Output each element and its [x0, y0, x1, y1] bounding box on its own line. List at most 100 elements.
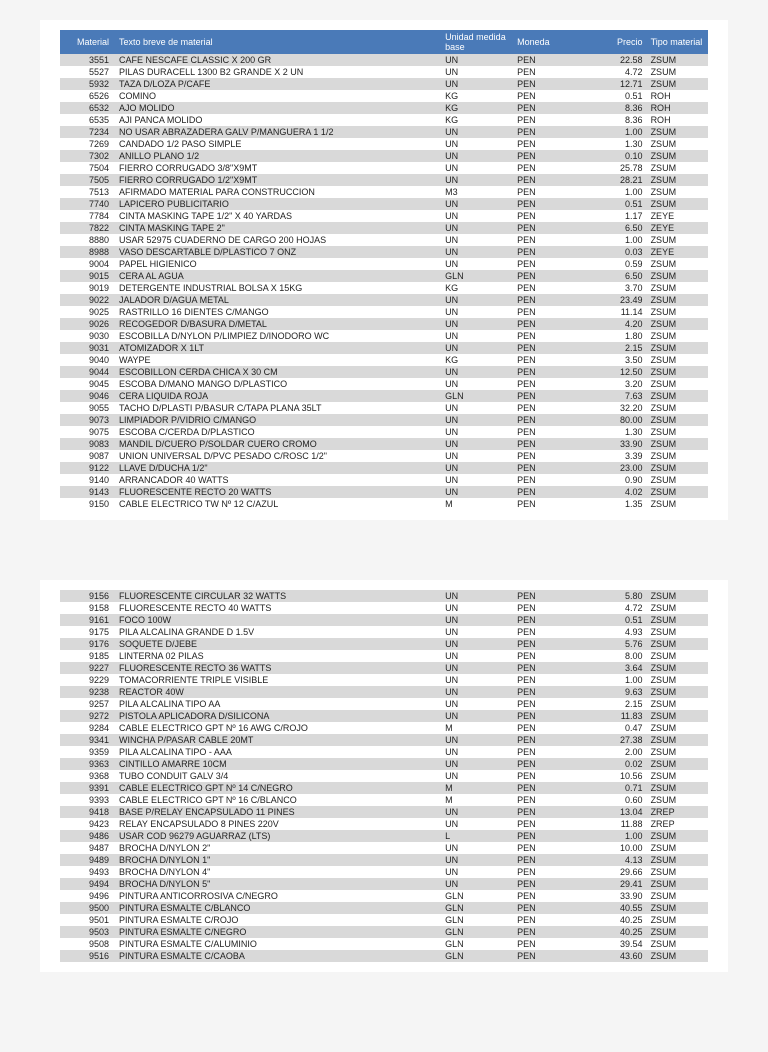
cell-type: ZSUM [647, 626, 708, 638]
cell-type: ZSUM [647, 758, 708, 770]
table-row: 9122LLAVE D/DUCHA 1/2"UNPEN23.00ZSUM [60, 462, 708, 474]
cell-price: 11.83 [585, 710, 646, 722]
cell-material: 9045 [60, 378, 115, 390]
table-row: 9516PINTURA ESMALTE C/CAOBAGLNPEN43.60ZS… [60, 950, 708, 962]
cell-type: ZSUM [647, 602, 708, 614]
cell-currency: PEN [513, 782, 585, 794]
cell-desc: BROCHA D/NYLON 5" [115, 878, 441, 890]
cell-desc: COMINO [115, 90, 441, 102]
cell-price: 8.00 [585, 650, 646, 662]
cell-type: ZSUM [647, 710, 708, 722]
cell-type: ZSUM [647, 438, 708, 450]
th-moneda: Moneda [513, 30, 585, 54]
cell-material: 9022 [60, 294, 115, 306]
cell-price: 4.02 [585, 486, 646, 498]
table-row: 9175PILA ALCALINA GRANDE D 1.5VUNPEN4.93… [60, 626, 708, 638]
cell-price: 32.20 [585, 402, 646, 414]
cell-type: ZSUM [647, 342, 708, 354]
cell-type: ZSUM [647, 414, 708, 426]
cell-desc: CERA AL AGUA [115, 270, 441, 282]
cell-type: ZSUM [647, 462, 708, 474]
cell-type: ZEYE [647, 246, 708, 258]
cell-desc: LIMPIADOR P/VIDRIO C/MANGO [115, 414, 441, 426]
cell-price: 40.55 [585, 902, 646, 914]
cell-type: ZSUM [647, 842, 708, 854]
cell-currency: PEN [513, 626, 585, 638]
cell-desc: CABLE ELECTRICO GPT Nº 16 AWG C/ROJO [115, 722, 441, 734]
cell-price: 0.51 [585, 198, 646, 210]
cell-type: ROH [647, 102, 708, 114]
cell-unit: UN [441, 342, 513, 354]
cell-price: 0.60 [585, 794, 646, 806]
cell-material: 7784 [60, 210, 115, 222]
cell-currency: PEN [513, 378, 585, 390]
cell-type: ZSUM [647, 402, 708, 414]
cell-desc: CABLE ELECTRICO TW Nº 12 C/AZUL [115, 498, 441, 510]
cell-material: 9493 [60, 866, 115, 878]
table-row: 9083MANDIL D/CUERO P/SOLDAR CUERO CROMOU… [60, 438, 708, 450]
cell-unit: KG [441, 102, 513, 114]
cell-material: 9516 [60, 950, 115, 962]
cell-unit: KG [441, 114, 513, 126]
cell-price: 3.39 [585, 450, 646, 462]
cell-type: ZSUM [647, 330, 708, 342]
table-row: 9486USAR COD 96279 AGUARRAZ (LTS)LPEN1.0… [60, 830, 708, 842]
cell-material: 9185 [60, 650, 115, 662]
cell-material: 9026 [60, 318, 115, 330]
cell-material: 9423 [60, 818, 115, 830]
cell-type: ZSUM [647, 174, 708, 186]
table-row: 7513AFIRMADO MATERIAL PARA CONSTRUCCIONM… [60, 186, 708, 198]
cell-type: ZSUM [647, 662, 708, 674]
cell-unit: UN [441, 126, 513, 138]
cell-unit: UN [441, 174, 513, 186]
cell-unit: GLN [441, 890, 513, 902]
cell-desc: BROCHA D/NYLON 1" [115, 854, 441, 866]
cell-price: 0.47 [585, 722, 646, 734]
cell-currency: PEN [513, 830, 585, 842]
cell-unit: UN [441, 746, 513, 758]
cell-price: 11.14 [585, 306, 646, 318]
table-row: 9075ESCOBA C/CERDA D/PLASTICOUNPEN1.30ZS… [60, 426, 708, 438]
cell-material: 9359 [60, 746, 115, 758]
cell-currency: PEN [513, 662, 585, 674]
table-row: 9341WINCHA P/PASAR CABLE 20MTUNPEN27.38Z… [60, 734, 708, 746]
cell-desc: FIERRO CORRUGADO 1/2"X9MT [115, 174, 441, 186]
cell-currency: PEN [513, 614, 585, 626]
cell-desc: NO USAR ABRAZADERA GALV P/MANGUERA 1 1/2 [115, 126, 441, 138]
th-tipo: Tipo material [647, 30, 708, 54]
cell-unit: UN [441, 330, 513, 342]
cell-price: 4.20 [585, 318, 646, 330]
cell-type: ZSUM [647, 186, 708, 198]
cell-unit: L [441, 830, 513, 842]
cell-unit: M [441, 498, 513, 510]
cell-material: 9073 [60, 414, 115, 426]
table-row: 9019DETERGENTE INDUSTRIAL BOLSA X 15KGKG… [60, 282, 708, 294]
cell-unit: UN [441, 150, 513, 162]
cell-unit: UN [441, 662, 513, 674]
cell-currency: PEN [513, 806, 585, 818]
cell-currency: PEN [513, 462, 585, 474]
cell-type: ZSUM [647, 686, 708, 698]
cell-desc: DETERGENTE INDUSTRIAL BOLSA X 15KG [115, 282, 441, 294]
table-row: 9026RECOGEDOR D/BASURA D/METALUNPEN4.20Z… [60, 318, 708, 330]
table-row: 9418BASE P/RELAY ENCAPSULADO 11 PINESUNP… [60, 806, 708, 818]
cell-desc: FLUORESCENTE RECTO 40 WATTS [115, 602, 441, 614]
table-row: 9501PINTURA ESMALTE C/ROJOGLNPEN40.25ZSU… [60, 914, 708, 926]
cell-material: 5527 [60, 66, 115, 78]
table-row: 9156FLUORESCENTE CIRCULAR 32 WATTSUNPEN5… [60, 590, 708, 602]
cell-unit: GLN [441, 902, 513, 914]
cell-unit: KG [441, 90, 513, 102]
cell-material: 9176 [60, 638, 115, 650]
cell-material: 9019 [60, 282, 115, 294]
cell-currency: PEN [513, 258, 585, 270]
table-row: 9500PINTURA ESMALTE C/BLANCOGLNPEN40.55Z… [60, 902, 708, 914]
cell-unit: UN [441, 806, 513, 818]
cell-material: 9083 [60, 438, 115, 450]
table-row: 7269CANDADO 1/2 PASO SIMPLEUNPEN1.30ZSUM [60, 138, 708, 150]
cell-type: ZREP [647, 806, 708, 818]
cell-currency: PEN [513, 198, 585, 210]
cell-desc: PILA ALCALINA GRANDE D 1.5V [115, 626, 441, 638]
cell-price: 10.56 [585, 770, 646, 782]
cell-currency: PEN [513, 402, 585, 414]
cell-material: 9418 [60, 806, 115, 818]
